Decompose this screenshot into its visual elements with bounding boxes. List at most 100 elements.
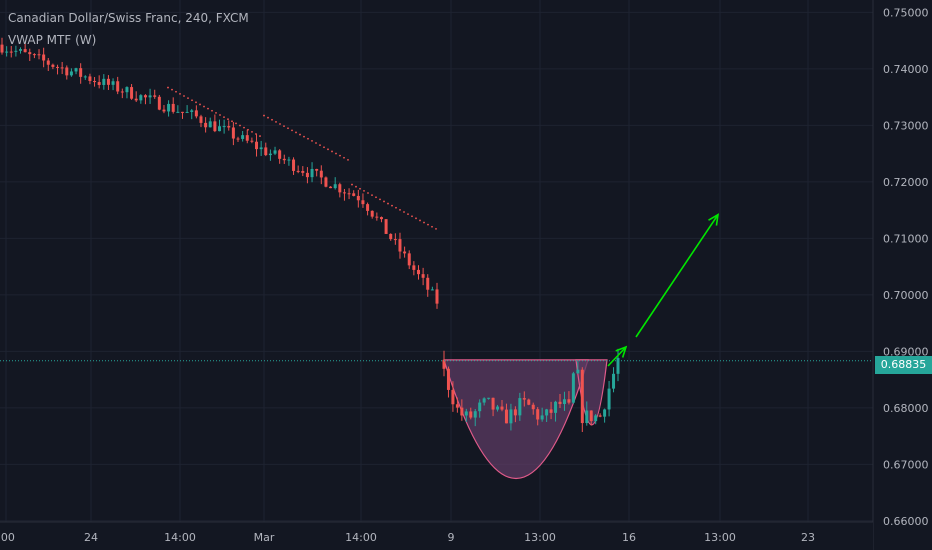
vwap-point [391,204,393,207]
price-tick-label: 0.72000 [883,176,929,189]
candle-body [194,110,198,117]
candle-body [204,122,208,128]
candle-body [527,399,531,405]
vwap-point [367,192,369,194]
vwap-point [275,121,277,123]
candle-body [562,399,566,405]
vwap-point [379,198,381,201]
price-tick-label: 0.74000 [883,63,929,76]
candle-body [571,373,575,403]
candle-body [446,368,450,390]
vwap-point [183,95,185,97]
candle-body [366,204,370,211]
vwap-point [215,111,217,114]
vwap-point [327,148,329,151]
candle-body [504,409,508,424]
candle-body [589,410,593,422]
candle-body [598,415,602,417]
vwap-point [423,221,425,224]
candle-body [102,78,106,85]
candle-body [79,68,83,77]
vwap-point [239,124,241,127]
candle-body [352,193,356,196]
candle-body [603,409,607,417]
candle-body [116,81,120,92]
vwap-point [419,219,421,222]
vwap-point [219,114,221,116]
target-arrow-head [708,213,720,226]
candle-body [567,399,571,403]
candle-body [398,239,402,252]
vwap-point [435,227,437,230]
time-tick-label: 13:00 [704,531,736,544]
price-tick-label: 0.71000 [883,232,929,245]
vwap-point [211,109,213,112]
candle-body [469,411,473,418]
candle-body [218,126,221,132]
candle-body [347,193,351,195]
candle-body [361,200,365,205]
candle-body [208,121,212,128]
vwap-point [299,133,301,136]
candle-body [473,411,477,418]
price-tick-label: 0.70000 [883,289,929,302]
vwap-point [223,116,225,118]
candle-body [558,401,562,405]
breakout-arrow [607,346,627,367]
candle-body [518,398,522,416]
candle-body [487,397,491,399]
last-price-label: 0.68835 [875,356,932,374]
candle-body [430,289,434,291]
price-axis[interactable]: 0.66000 0.67000 0.68000 0.69000 0.70000 0.710… [883,6,929,527]
candle-body [153,95,157,97]
vwap-point [355,185,357,188]
time-axis[interactable]: :00 24 14:00 Mar 14:00 9 13:00 16 13:00 23 [0,531,815,544]
vwap-point [279,123,281,125]
candle-body [245,135,249,141]
vwap-point [179,92,181,95]
vwap-point [195,101,197,104]
candle-body [333,184,337,189]
candle-body [139,95,143,101]
vwap-point [199,103,201,106]
candle-body [143,95,147,98]
candle-body [442,359,446,369]
candle-body [0,44,4,53]
candle-body [296,170,300,172]
price-tick-label: 0.68000 [883,402,929,415]
vwap-point [331,150,333,153]
candle-body [46,60,50,65]
candle-body [125,87,129,93]
candle-body [342,192,346,194]
candle-body [9,51,13,53]
candle-body [324,177,328,187]
candle-body [426,277,430,290]
candle-body [460,407,464,416]
candle-body [176,111,180,113]
vwap-point [323,146,325,149]
vwap-point [307,137,309,140]
candle-body [509,409,513,424]
candle-body [199,116,203,123]
candle-body [379,217,383,220]
vwap-point [235,122,237,125]
candle-body [19,49,23,51]
candle-body [37,54,41,56]
candle-body [370,210,374,217]
indicator-legend: VWAP MTF (W) [8,33,97,47]
vwap-point [319,144,321,147]
candle-body [607,388,611,410]
vwap-point [407,213,409,216]
candle-body [162,109,166,112]
candle-body [412,265,416,270]
vwap-point [343,156,345,159]
time-tick-label: Mar [254,531,275,544]
candle-body [287,159,291,161]
candle-body [482,398,486,403]
candle-body [231,127,235,139]
time-tick-label: 24 [84,531,98,544]
candle-body [536,409,540,420]
candle-body [88,76,92,81]
candle-body [278,150,282,159]
